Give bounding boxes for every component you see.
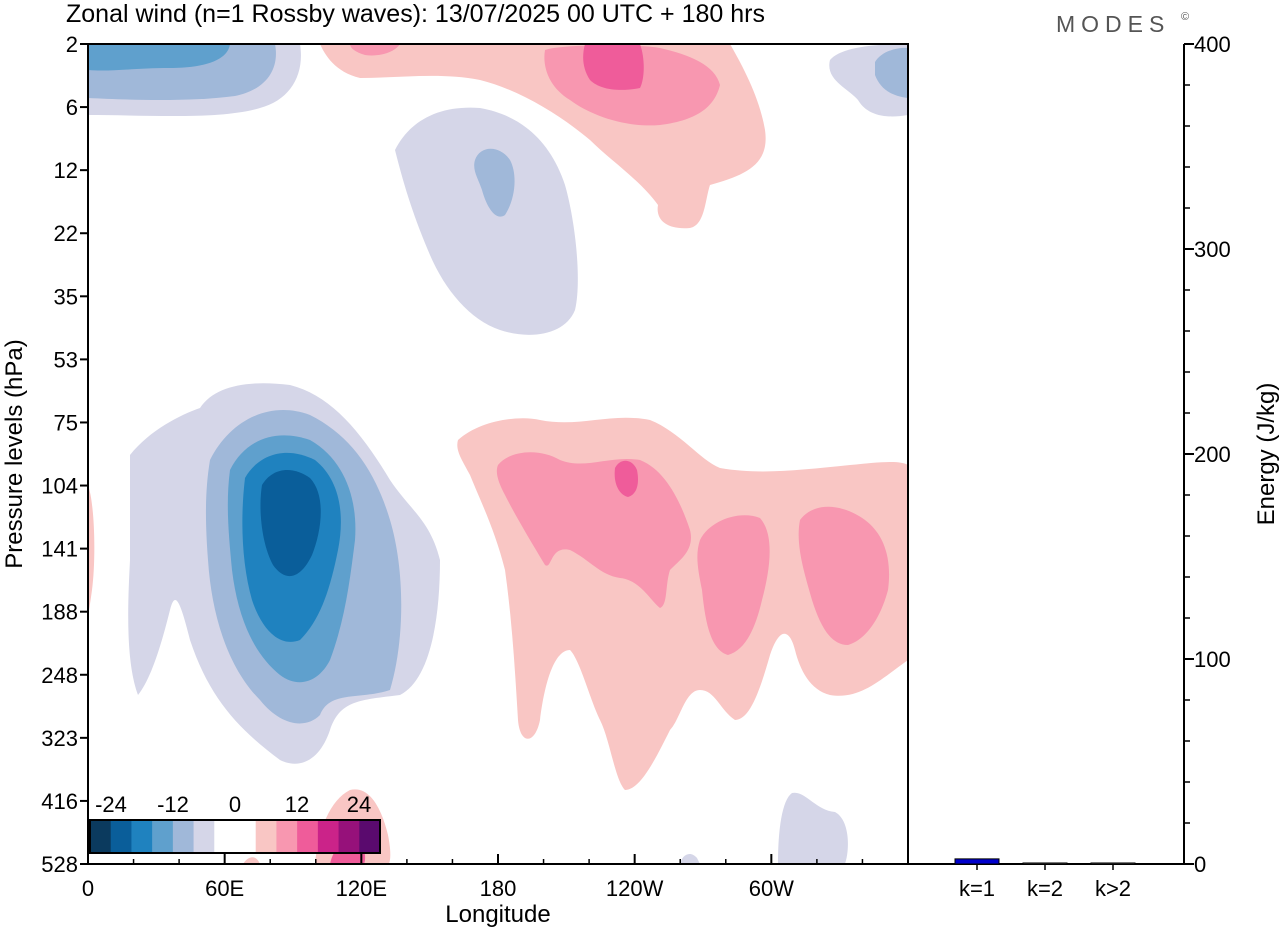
colorbar-swatch — [90, 820, 112, 853]
colorbar-swatch — [131, 820, 153, 853]
brand-logo-mark: © — [1181, 11, 1189, 23]
contour-negative-mid-level1 — [474, 148, 515, 217]
colorbar-frame — [89, 819, 381, 854]
colorbar-swatch — [235, 820, 257, 853]
energy-tick-label: 200 — [1194, 442, 1231, 467]
x-axis-label: Longitude — [445, 901, 550, 928]
contour-positive-left-edge — [88, 485, 95, 620]
contour-positive-surface-small — [243, 857, 260, 864]
colorbar-swatch — [214, 820, 236, 853]
colorbar-tick-label: -12 — [157, 792, 189, 817]
pressure-tick-label: 6 — [66, 95, 78, 120]
contour-positive-lower-level1c — [798, 506, 890, 645]
colorbar-tick-label: 0 — [229, 792, 241, 817]
pressure-tick-label: 528 — [41, 852, 78, 877]
longitude-tick-label: 180 — [480, 876, 517, 901]
contour-positive-lower-level1a — [496, 452, 691, 608]
pressure-tick-label: 141 — [41, 537, 78, 562]
contour-negative-top-level2 — [88, 44, 230, 71]
y-axis-label: Pressure levels (hPa) — [1, 339, 28, 568]
longitude-tick-label: 120W — [606, 876, 664, 901]
chart-title: Zonal wind (n=1 Rossby waves): 13/07/202… — [66, 0, 765, 28]
colorbar-legend: -24 -12 0 12 24 — [89, 792, 381, 854]
colorbar-swatch — [152, 820, 174, 853]
pressure-tick-label: 248 — [41, 663, 78, 688]
longitude-tick-label: 60W — [749, 876, 794, 901]
longitude-tick-label: 0 — [82, 876, 94, 901]
energy-tick-label: 400 — [1194, 32, 1231, 57]
longitude-tick-label: 120E — [336, 876, 387, 901]
pressure-tick-label: 75 — [54, 410, 78, 435]
energy-tick-label: 100 — [1194, 647, 1231, 672]
colorbar-swatch — [317, 820, 340, 853]
colorbar-swatch — [338, 820, 360, 853]
energy-bar-panel: 0 100 200 300 400 k=1 k=2 k>2 — [907, 32, 1231, 901]
bar-marks — [954, 858, 1136, 865]
pressure-axis: 2 6 12 22 35 53 75 104 141 188 248 323 416 528 — [41, 32, 88, 877]
contour-negative-lower-level4 — [260, 469, 321, 577]
pressure-tick-label: 35 — [54, 284, 78, 309]
pressure-tick-label: 12 — [54, 158, 78, 183]
contour-negative-mid-level0 — [395, 107, 578, 335]
colorbar-swatch — [255, 820, 277, 853]
contour-positive-top-level2 — [583, 44, 644, 90]
energy-tick-label: 300 — [1194, 237, 1231, 262]
energy-axis-label: Energy (J/kg) — [1253, 383, 1280, 526]
wavenumber-tick-label: k=2 — [1027, 876, 1063, 901]
pressure-tick-label: 323 — [41, 726, 78, 751]
pressure-tick-label: 188 — [41, 600, 78, 625]
contour-fields — [88, 44, 908, 864]
energy-axis: 0 100 200 300 400 — [1184, 32, 1231, 877]
colorbar-tick-label: -24 — [95, 792, 127, 817]
energy-bar — [954, 858, 1000, 865]
colorbar-swatch — [110, 820, 132, 853]
colorbar-swatch — [297, 820, 319, 853]
longitude-tick-label: 60E — [205, 876, 244, 901]
pressure-tick-label: 416 — [41, 789, 78, 814]
contour-positive-lower-level2 — [614, 460, 638, 497]
energy-tick-label: 0 — [1194, 852, 1206, 877]
pressure-tick-label: 22 — [54, 221, 78, 246]
wavenumber-tick-label: k=1 — [959, 876, 995, 901]
contour-positive-top-left — [350, 44, 400, 56]
colorbar-tick-label: 24 — [347, 792, 371, 817]
contour-plot — [87, 43, 909, 865]
colorbar-tick-label: 12 — [285, 792, 309, 817]
colorbar-swatch — [172, 820, 195, 853]
longitude-axis: 0 60E 120E 180 120W 60W — [82, 854, 864, 901]
pressure-tick-label: 104 — [41, 474, 78, 499]
contour-positive-lower-level1b — [697, 515, 770, 655]
wavenumber-tick-label: k>2 — [1095, 876, 1131, 901]
contour-negative-surface — [778, 792, 848, 864]
colorbar-swatch — [193, 820, 215, 853]
pressure-tick-label: 2 — [66, 32, 78, 57]
brand-logo-text: MODES — [1056, 11, 1170, 37]
contour-negative-surface-small — [680, 853, 700, 864]
wavenumber-axis: k=1 k=2 k>2 — [959, 864, 1131, 901]
contour-negative-top-right-inner — [875, 47, 908, 98]
colorbar-swatch — [359, 820, 381, 853]
colorbar-swatch — [276, 820, 298, 853]
pressure-tick-label: 53 — [54, 347, 78, 372]
